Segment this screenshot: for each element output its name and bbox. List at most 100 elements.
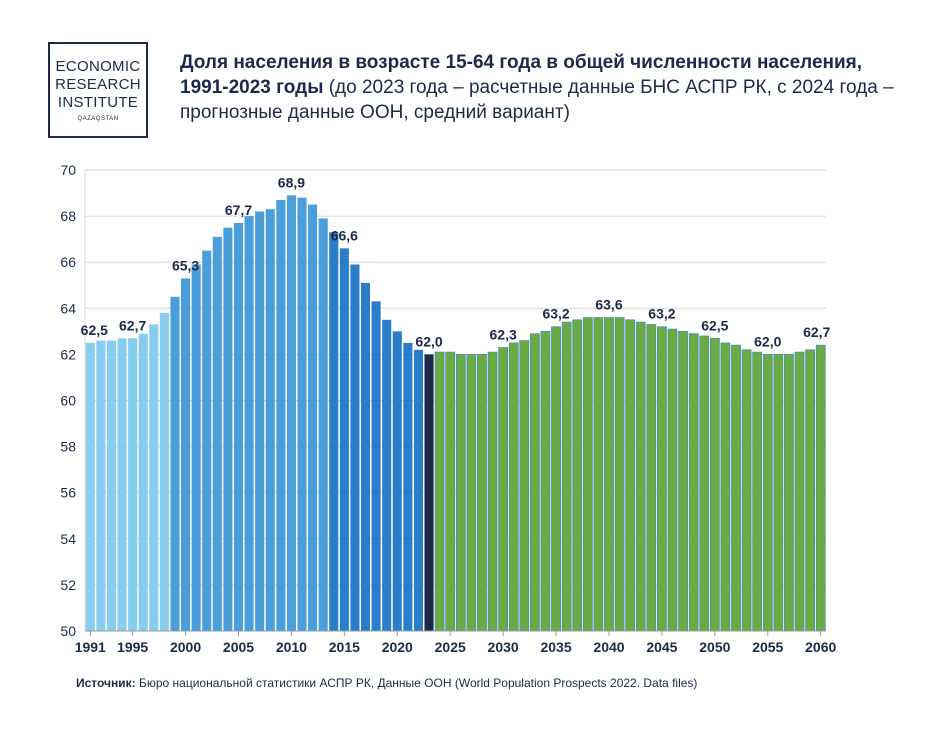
- data-label: 62,5: [81, 322, 108, 338]
- bar-actual: [424, 354, 434, 631]
- bar-forecast: [699, 335, 710, 632]
- chart-title: Доля населения в возрасте 15-64 года в о…: [180, 50, 900, 125]
- bar-forecast: [815, 344, 826, 632]
- bar-actual: [339, 248, 349, 631]
- bar-actual: [286, 195, 296, 631]
- y-tick-label: 64: [60, 300, 76, 316]
- bar-actual: [149, 324, 159, 631]
- bar-forecast: [434, 351, 445, 632]
- bar-forecast: [455, 354, 466, 632]
- bar-actual: [96, 340, 106, 631]
- data-label: 62,7: [119, 317, 146, 333]
- bar-forecast: [572, 319, 583, 632]
- bar-actual: [350, 264, 360, 631]
- y-tick-label: 62: [60, 346, 76, 362]
- x-tick-label: 2055: [752, 639, 783, 655]
- x-tick-label: 2025: [435, 639, 466, 655]
- bar-actual: [85, 342, 95, 632]
- bar-forecast: [487, 351, 498, 632]
- bar-forecast: [529, 333, 540, 632]
- y-tick-label: 52: [60, 577, 76, 593]
- y-tick-label: 66: [60, 254, 76, 270]
- data-label: 62,3: [490, 326, 517, 342]
- chart-title-note: (до 2023 года – расчетные данные БНС АСП…: [180, 77, 894, 123]
- bar-forecast: [625, 319, 636, 632]
- x-tick-label: 2000: [170, 639, 201, 655]
- data-label: 62,0: [754, 333, 781, 349]
- source-text: Бюро национальной статистики АСПР РК, Да…: [135, 676, 698, 690]
- bar-actual: [170, 296, 180, 631]
- data-label: 62,7: [803, 324, 830, 340]
- bar-actual: [191, 264, 201, 631]
- bar-actual: [360, 282, 371, 631]
- bar-forecast: [762, 354, 773, 632]
- bar-actual: [371, 301, 381, 631]
- data-label: 65,3: [172, 257, 199, 273]
- bar-forecast: [667, 328, 678, 632]
- logo-line-research: RESEARCH: [55, 76, 141, 93]
- x-tick-label: 2040: [593, 639, 624, 655]
- bar-actual: [138, 333, 148, 631]
- bar-actual: [117, 338, 127, 631]
- bar-forecast: [720, 342, 731, 632]
- x-tick-label: 2020: [382, 639, 413, 655]
- bar-actual: [403, 342, 413, 632]
- y-tick-label: 70: [60, 162, 76, 178]
- y-tick-label: 68: [60, 208, 76, 224]
- bar-actual: [413, 349, 423, 631]
- data-label: 63,2: [542, 306, 569, 322]
- bar-actual: [392, 331, 402, 631]
- bar-actual: [212, 236, 222, 631]
- bar-forecast: [773, 354, 784, 632]
- bar-forecast: [508, 342, 519, 632]
- bar-forecast: [752, 351, 763, 632]
- bar-actual: [308, 204, 318, 631]
- bar-forecast: [784, 354, 794, 632]
- y-tick-label: 54: [60, 531, 76, 547]
- bar-forecast: [593, 317, 604, 632]
- eri-logo: ECONOMIC RESEARCH INSTITUTE QAZAQSTAN: [48, 42, 148, 138]
- data-label: 67,7: [225, 202, 252, 218]
- bar-forecast: [709, 337, 720, 632]
- bar-actual: [255, 211, 265, 632]
- data-label: 63,2: [648, 306, 675, 322]
- bar-forecast: [540, 331, 551, 632]
- data-label: 68,9: [278, 174, 305, 190]
- bar-actual: [244, 216, 254, 631]
- x-tick-label: 2030: [488, 639, 519, 655]
- bar-forecast: [731, 344, 741, 632]
- bar-actual: [233, 223, 244, 631]
- x-tick-label: 2005: [223, 639, 254, 655]
- bar-actual: [265, 209, 275, 631]
- x-tick-label: 2060: [805, 639, 836, 655]
- x-tick-label: 2045: [646, 639, 677, 655]
- x-tick-label: 1995: [117, 639, 148, 655]
- bar-actual: [329, 232, 339, 632]
- bar-actual: [276, 199, 286, 631]
- data-label: 63,6: [595, 297, 622, 313]
- source-note: Источник: Бюро национальной статистики А…: [76, 676, 697, 690]
- y-tick-label: 58: [60, 439, 76, 455]
- bar-forecast: [498, 347, 509, 632]
- bar-forecast: [794, 351, 805, 632]
- data-label: 62,5: [701, 317, 728, 333]
- bar-actual: [297, 197, 307, 631]
- bar-forecast: [561, 321, 572, 632]
- bar-forecast: [582, 317, 593, 632]
- bar-forecast: [604, 317, 614, 632]
- logo-line-economic: ECONOMIC: [55, 58, 141, 75]
- bar-forecast: [551, 326, 561, 632]
- bar-actual: [159, 312, 169, 631]
- bar-forecast: [678, 331, 688, 632]
- bar-forecast: [805, 349, 816, 632]
- logo-line-qazaqstan: QAZAQSTAN: [77, 116, 119, 122]
- bar-actual: [382, 319, 392, 631]
- bar-forecast: [646, 324, 657, 632]
- bar-forecast: [466, 354, 477, 632]
- logo-line-institute: INSTITUTE: [57, 94, 139, 111]
- x-tick-label: 1991: [75, 639, 106, 655]
- bar-forecast: [688, 333, 699, 632]
- y-tick-label: 50: [60, 623, 76, 639]
- bar-actual: [128, 338, 138, 631]
- bar-forecast: [614, 317, 625, 632]
